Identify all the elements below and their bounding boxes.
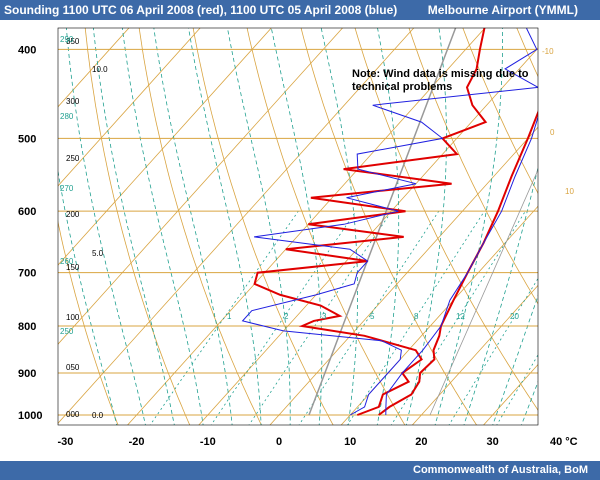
pressure-tick-label: 700 bbox=[18, 268, 36, 280]
isotherm-line bbox=[58, 28, 201, 187]
mixing-ratio-line bbox=[149, 210, 299, 425]
isotherm-line bbox=[127, 28, 486, 425]
pressure-tick-label: 500 bbox=[18, 133, 36, 145]
mixing-ratio-label: 2 bbox=[284, 312, 289, 321]
isotherm-line bbox=[0, 20, 8, 434]
isotherm-line bbox=[58, 28, 130, 108]
moist-adiabat-line bbox=[463, 165, 538, 425]
moist-adiabat-line bbox=[492, 294, 538, 425]
dry-adiabat-line bbox=[551, 20, 600, 435]
red-dew-trace bbox=[253, 28, 488, 416]
mixing-ratio-line bbox=[210, 210, 357, 425]
dry-adiabat-line bbox=[192, 28, 334, 425]
mixing-ratio-label: 5 bbox=[370, 312, 375, 321]
dry-adiabat-line bbox=[408, 28, 538, 305]
height-label: 150 bbox=[66, 263, 80, 272]
mixing-ratio-label: 12 bbox=[456, 312, 465, 321]
moist-adiabat-line bbox=[227, 28, 291, 425]
title-bar: Sounding 1100 UTC 06 April 2008 (red), 1… bbox=[0, 0, 600, 20]
height-label: 000 bbox=[66, 410, 80, 419]
isotherm-line bbox=[58, 28, 415, 424]
chart-title: Sounding 1100 UTC 06 April 2008 (red), 1… bbox=[4, 3, 398, 17]
mixing-ratio-label: 8 bbox=[414, 312, 419, 321]
wind-note-line2: technical problems bbox=[352, 81, 453, 93]
moist-adiabat-line bbox=[270, 28, 323, 425]
blue-dew-trace bbox=[241, 28, 538, 416]
height-label: 300 bbox=[66, 97, 80, 106]
right-edge-label: 0 bbox=[550, 128, 555, 137]
plot-frame bbox=[57, 27, 539, 426]
moist-adiabat-line bbox=[58, 169, 118, 425]
isotherm-line bbox=[340, 205, 538, 425]
mixing-ratio-line bbox=[248, 210, 392, 425]
dry-adiabat-reference bbox=[429, 168, 538, 416]
plot-area bbox=[0, 20, 600, 435]
isotherm-line bbox=[58, 28, 272, 266]
moist-adiabat-line bbox=[92, 28, 175, 425]
theta-label: 290 bbox=[60, 35, 74, 44]
skew-t-chart: 3004005006007008009001000hPa-30-20-10010… bbox=[0, 20, 600, 448]
dry-adiabat-line bbox=[84, 28, 191, 425]
pressure-tick-label: 800 bbox=[18, 321, 36, 333]
theta-label: 260 bbox=[60, 257, 74, 266]
footer-bar: Commonwealth of Australia, BoM bbox=[0, 461, 600, 480]
isotherm-line bbox=[198, 47, 538, 425]
mixing-ratio-line bbox=[448, 277, 538, 425]
moist-adiabat-line bbox=[153, 28, 233, 425]
station-name: Melbourne Airport (YMML) bbox=[427, 3, 578, 17]
isotherm-line bbox=[411, 284, 538, 425]
temperature-tick-label: 20 bbox=[415, 436, 427, 448]
mixing-ratio-label: 1 bbox=[227, 312, 232, 321]
isotherm-line bbox=[58, 28, 344, 345]
isotherm-line bbox=[0, 20, 79, 434]
dry-adiabat-line bbox=[58, 220, 119, 425]
altitude-label: 10.0 bbox=[92, 65, 108, 74]
moist-adiabat-line bbox=[546, 20, 600, 435]
height-label: 250 bbox=[66, 154, 80, 163]
pressure-tick-label: 600 bbox=[18, 206, 36, 218]
moist-adiabat-line bbox=[121, 28, 204, 425]
height-label: 050 bbox=[66, 363, 80, 372]
moist-adiabat-line bbox=[376, 28, 400, 425]
mixing-ratio-line bbox=[496, 354, 538, 425]
dry-adiabat-line bbox=[138, 28, 262, 425]
pressure-tick-label: 900 bbox=[18, 368, 36, 380]
temperature-tick-label: -20 bbox=[129, 436, 145, 448]
dry-adiabat-line bbox=[246, 28, 406, 425]
right-edge-label: -10 bbox=[542, 47, 554, 56]
temperature-tick-label: 10 bbox=[344, 436, 356, 448]
right-edge-label: 10 bbox=[565, 187, 574, 196]
temperature-tick-label: 0 bbox=[276, 436, 282, 448]
wind-note-line1: Note: Wind data is missing due to bbox=[352, 68, 529, 80]
temperature-tick-label: -10 bbox=[200, 436, 216, 448]
height-label: 350 bbox=[66, 37, 80, 46]
mixing-ratio-label: 3 bbox=[322, 312, 327, 321]
wind-note: Note: Wind data is missing due to techni… bbox=[352, 68, 552, 94]
pressure-tick-label: 400 bbox=[18, 44, 36, 56]
height-label: 100 bbox=[66, 313, 80, 322]
temperature-tick-label: 40 °C bbox=[550, 436, 578, 448]
moist-adiabat-line bbox=[66, 28, 146, 425]
theta-label: 280 bbox=[60, 112, 74, 121]
theta-label: 250 bbox=[60, 327, 74, 336]
theta-label: 270 bbox=[60, 184, 74, 193]
mixing-ratio-label: 20 bbox=[510, 312, 519, 321]
temperature-tick-label: 30 bbox=[486, 436, 498, 448]
blue-temp-trace bbox=[385, 115, 538, 416]
altitude-label: 5.0 bbox=[92, 249, 104, 258]
isotherm-line bbox=[546, 20, 600, 434]
mixing-ratio-line bbox=[347, 210, 485, 425]
moist-adiabat-line bbox=[405, 28, 447, 425]
moist-adiabat-line bbox=[188, 28, 262, 425]
height-label: 200 bbox=[66, 210, 80, 219]
pressure-tick-label: 1000 bbox=[18, 410, 42, 422]
parcel-curve bbox=[308, 28, 457, 416]
dry-adiabat-line bbox=[354, 28, 538, 411]
footer-credit: Commonwealth of Australia, BoM bbox=[413, 464, 588, 476]
temperature-tick-label: -30 bbox=[57, 436, 73, 448]
moist-adiabat-line bbox=[434, 28, 503, 425]
altitude-label: 0.0 bbox=[92, 411, 104, 420]
